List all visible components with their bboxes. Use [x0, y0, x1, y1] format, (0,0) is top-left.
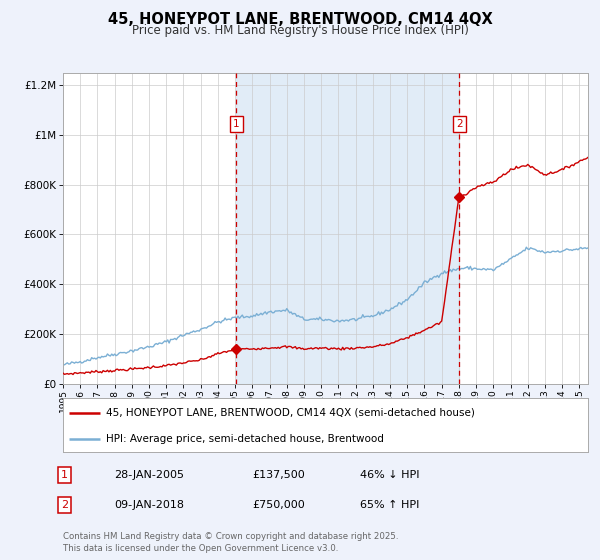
Text: 1: 1 [61, 470, 68, 480]
Text: 1: 1 [233, 119, 239, 129]
Text: 46% ↓ HPI: 46% ↓ HPI [360, 470, 419, 480]
Text: 65% ↑ HPI: 65% ↑ HPI [360, 500, 419, 510]
Text: 2: 2 [61, 500, 68, 510]
Text: 2: 2 [456, 119, 463, 129]
Text: 45, HONEYPOT LANE, BRENTWOOD, CM14 4QX: 45, HONEYPOT LANE, BRENTWOOD, CM14 4QX [107, 12, 493, 27]
Text: HPI: Average price, semi-detached house, Brentwood: HPI: Average price, semi-detached house,… [106, 434, 384, 444]
Bar [236, 73, 460, 384]
Text: £750,000: £750,000 [252, 500, 305, 510]
Text: Price paid vs. HM Land Registry's House Price Index (HPI): Price paid vs. HM Land Registry's House … [131, 24, 469, 36]
Text: £137,500: £137,500 [252, 470, 305, 480]
Text: 45, HONEYPOT LANE, BRENTWOOD, CM14 4QX (semi-detached house): 45, HONEYPOT LANE, BRENTWOOD, CM14 4QX (… [106, 408, 475, 418]
Text: 09-JAN-2018: 09-JAN-2018 [114, 500, 184, 510]
Text: 28-JAN-2005: 28-JAN-2005 [114, 470, 184, 480]
Text: Contains HM Land Registry data © Crown copyright and database right 2025.
This d: Contains HM Land Registry data © Crown c… [63, 533, 398, 553]
